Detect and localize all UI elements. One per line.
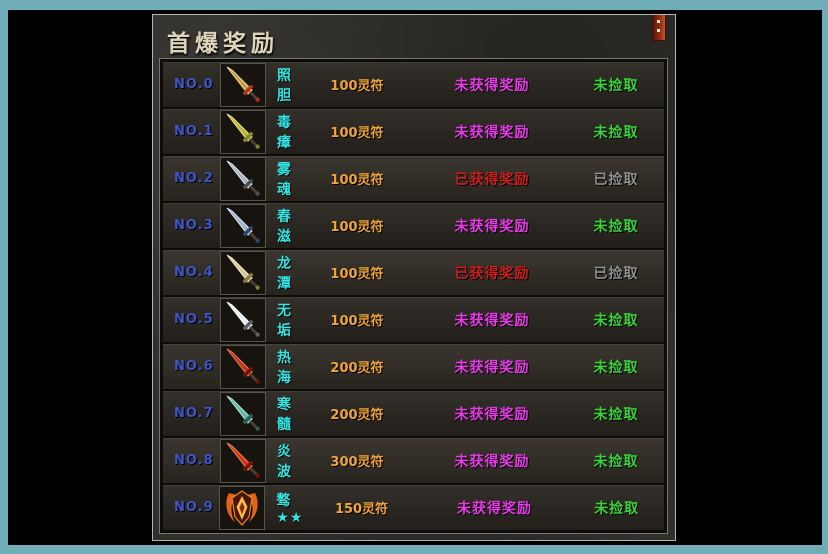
item-name: 毒瘴	[277, 114, 292, 151]
row-number: NO.0	[174, 77, 214, 92]
item-name: 雾魂	[277, 161, 292, 198]
reward-list: NO.0 照胆 100灵符 未获得奖励 未捡取 NO.1 毒瘴 100灵符 未获…	[163, 62, 664, 530]
reward-status: 未获得奖励	[454, 406, 530, 423]
first-drop-reward-window: 首爆奖励 NO.0 照胆 100灵符 未获得奖励 未捡取 NO.1 毒瘴 100…	[152, 14, 676, 541]
reward-status: 未获得奖励	[457, 500, 533, 517]
close-icon-dot	[657, 20, 660, 23]
row-number: NO.9	[174, 500, 214, 515]
pickup-status[interactable]: 已捡取	[593, 265, 639, 282]
row-number: NO.6	[174, 359, 214, 374]
item-icon	[220, 250, 266, 295]
pickup-status[interactable]: 未捡取	[594, 500, 640, 517]
reward-amount: 200灵符	[330, 408, 384, 423]
pickup-status[interactable]: 未捡取	[593, 124, 639, 141]
reward-amount: 100灵符	[330, 173, 384, 188]
pickup-status[interactable]: 未捡取	[593, 218, 639, 235]
reward-amount: 100灵符	[330, 79, 384, 94]
pickup-status[interactable]: 未捡取	[593, 312, 639, 329]
reward-row[interactable]: NO.4 龙潭 100灵符 已获得奖励 已捡取	[163, 250, 664, 295]
reward-amount: 100灵符	[330, 314, 384, 329]
reward-row[interactable]: NO.6 热海 200灵符 未获得奖励 未捡取	[163, 344, 664, 389]
close-icon-dot	[657, 29, 660, 32]
reward-status: 已获得奖励	[454, 171, 530, 188]
row-number: NO.5	[174, 312, 214, 327]
row-number: NO.4	[174, 265, 214, 280]
reward-amount: 100灵符	[330, 267, 384, 282]
row-number: NO.1	[174, 124, 214, 139]
reward-amount: 100灵符	[330, 220, 384, 235]
reward-status: 未获得奖励	[454, 77, 530, 94]
reward-amount: 150灵符	[334, 502, 389, 517]
item-icon	[220, 391, 266, 436]
reward-row[interactable]: NO.7 寒髓 200灵符 未获得奖励 未捡取	[163, 391, 664, 436]
pickup-status[interactable]: 未捡取	[593, 77, 639, 94]
item-name: 热海	[277, 349, 292, 386]
reward-amount: 100灵符	[330, 126, 384, 141]
close-icon[interactable]	[652, 15, 666, 41]
item-name: 春滋	[277, 208, 292, 245]
reward-row[interactable]: NO.1 毒瘴 100灵符 未获得奖励 未捡取	[163, 109, 664, 154]
reward-amount: 200灵符	[330, 361, 384, 376]
item-name: 炎波	[277, 443, 292, 480]
reward-status: 已获得奖励	[454, 265, 530, 282]
reward-amount: 300灵符	[330, 455, 384, 470]
pickup-status[interactable]: 未捡取	[593, 453, 639, 470]
pickup-status[interactable]: 未捡取	[593, 359, 639, 376]
item-name: 无垢	[277, 302, 292, 339]
reward-row[interactable]: NO.3 春滋 100灵符 未获得奖励 未捡取	[163, 203, 664, 248]
item-name: 照胆	[277, 67, 292, 104]
item-icon	[220, 344, 266, 389]
reward-status: 未获得奖励	[454, 312, 530, 329]
reward-row[interactable]: NO.9 骜★★ 150灵符 未获得奖励 未捡取	[163, 485, 664, 530]
reward-status: 未获得奖励	[454, 218, 530, 235]
pickup-status[interactable]: 已捡取	[593, 171, 639, 188]
item-icon	[220, 62, 266, 107]
reward-row[interactable]: NO.0 照胆 100灵符 未获得奖励 未捡取	[163, 62, 664, 107]
item-icon	[220, 156, 266, 201]
reward-status: 未获得奖励	[454, 453, 530, 470]
item-icon	[220, 297, 266, 342]
row-number: NO.2	[174, 171, 214, 186]
reward-row[interactable]: NO.5 无垢 100灵符 未获得奖励 未捡取	[163, 297, 664, 342]
item-name: 龙潭	[277, 255, 292, 292]
row-number: NO.3	[174, 218, 214, 233]
window-title: 首爆奖励	[167, 30, 279, 57]
item-icon	[220, 109, 266, 154]
item-name: 寒髓	[277, 396, 292, 433]
item-icon	[219, 485, 266, 530]
reward-status: 未获得奖励	[454, 124, 530, 141]
item-icon	[220, 438, 266, 483]
item-icon	[220, 203, 266, 248]
row-number: NO.7	[174, 406, 214, 421]
item-name: 骜★★	[276, 492, 304, 526]
pickup-status[interactable]: 未捡取	[593, 406, 639, 423]
reward-list-panel: NO.0 照胆 100灵符 未获得奖励 未捡取 NO.1 毒瘴 100灵符 未获…	[159, 58, 668, 534]
reward-row[interactable]: NO.8 炎波 300灵符 未获得奖励 未捡取	[163, 438, 664, 483]
row-number: NO.8	[174, 453, 214, 468]
reward-status: 未获得奖励	[454, 359, 530, 376]
reward-row[interactable]: NO.2 雾魂 100灵符 已获得奖励 已捡取	[163, 156, 664, 201]
